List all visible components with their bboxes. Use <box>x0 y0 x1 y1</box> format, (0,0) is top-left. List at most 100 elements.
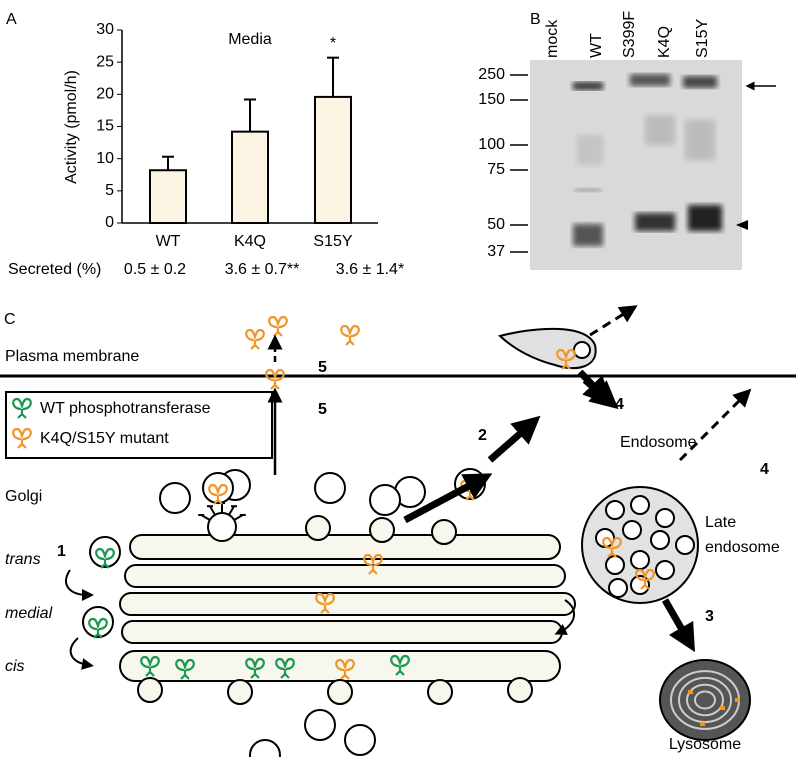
protein-stem <box>340 670 350 680</box>
secreted-value: 3.6 ± 1.4* <box>336 261 404 278</box>
protein-stem <box>250 669 260 679</box>
panel-label: A <box>6 11 17 28</box>
protein-arm <box>635 568 655 582</box>
legend-box <box>5 391 273 459</box>
bud <box>507 677 533 703</box>
y-tick-label: 25 <box>96 53 114 70</box>
marker-label: 50 <box>487 216 505 233</box>
marker-label: 150 <box>478 91 505 108</box>
protein-arm <box>208 483 228 497</box>
coat <box>209 505 216 516</box>
step-number: 1 <box>57 543 66 560</box>
protein <box>635 568 655 590</box>
row-label: Secreted (%) <box>8 261 101 278</box>
y-tick-label: 15 <box>96 118 114 135</box>
protein-arm <box>390 654 410 668</box>
intraluminal-vesicle <box>605 555 625 575</box>
bud <box>327 679 353 705</box>
vesicle <box>369 484 401 516</box>
protein <box>390 654 410 676</box>
protein-arm <box>556 348 576 362</box>
protein-arm <box>602 536 622 550</box>
y-tick-label: 10 <box>96 150 114 167</box>
bar <box>149 169 187 225</box>
protein-stem <box>368 565 378 575</box>
protein <box>12 397 32 419</box>
step-number: 3 <box>705 608 714 625</box>
arrow <box>65 569 94 601</box>
arrow <box>661 598 695 653</box>
legend-label: WT phosphotransferase <box>40 400 211 417</box>
intraluminal-vesicle <box>630 495 650 515</box>
protein <box>12 427 32 449</box>
protein <box>363 553 383 575</box>
protein-arm <box>265 368 285 382</box>
lane-label: K4Q <box>656 26 673 58</box>
arrow <box>487 415 541 463</box>
protein-stem <box>640 580 650 590</box>
intraluminal-vesicle <box>605 500 625 520</box>
bud <box>227 679 253 705</box>
protein-stem <box>250 340 260 350</box>
protein <box>175 658 195 680</box>
secreted-value: 0.5 ± 0.2 <box>124 261 186 278</box>
cisterna <box>124 564 566 588</box>
compartment-label: Endosome <box>620 434 697 451</box>
intraluminal-vesicle <box>655 508 675 528</box>
protein-stem <box>213 495 223 505</box>
arrow <box>69 637 94 670</box>
band <box>575 188 601 192</box>
y-axis-label: Activity (pmol/h) <box>63 70 80 184</box>
protein <box>265 368 285 390</box>
protein <box>140 655 160 677</box>
lane-label: S399F <box>621 11 638 58</box>
band <box>683 76 717 88</box>
intraluminal-vesicle <box>675 535 695 555</box>
marker-label: 100 <box>478 136 505 153</box>
arrow <box>403 473 493 524</box>
bud <box>137 677 163 703</box>
vesicle <box>202 472 234 504</box>
vesicle <box>573 341 591 359</box>
band <box>573 82 603 90</box>
protein-arm <box>340 324 360 338</box>
fragment <box>688 690 693 694</box>
x-tick-label: K4Q <box>234 233 266 250</box>
step-number: 4 <box>615 396 624 413</box>
protein-arm <box>363 553 383 567</box>
protein <box>245 657 265 679</box>
protein-stem <box>145 667 155 677</box>
chart-title: Media <box>228 31 272 48</box>
lane-label: WT <box>588 33 605 58</box>
marker-label: 75 <box>487 161 505 178</box>
lysosome-membrane <box>686 683 724 717</box>
protein <box>556 348 576 370</box>
blot <box>530 60 742 270</box>
protein-stem <box>270 380 280 390</box>
vesicle <box>249 739 281 762</box>
y-tick-label: 0 <box>105 214 114 231</box>
protein <box>95 547 115 569</box>
band <box>645 115 675 145</box>
compartment-label: Late <box>705 514 736 531</box>
protein <box>275 657 295 679</box>
protein-arm <box>12 397 32 411</box>
secreted-value: 3.6 ± 0.7** <box>225 261 300 278</box>
protein-stem <box>273 327 283 337</box>
cisterna <box>121 620 563 644</box>
panel-label: C <box>4 311 16 328</box>
lysosome <box>659 659 751 741</box>
cisterna <box>119 592 576 616</box>
vesicle <box>344 724 376 756</box>
marker-label: 250 <box>478 66 505 83</box>
protein-stem <box>17 409 27 419</box>
protein-arm <box>335 658 355 672</box>
protein-stem <box>280 669 290 679</box>
fragment <box>735 698 740 702</box>
y-tick-label: 5 <box>105 182 114 199</box>
band <box>630 74 670 86</box>
protein-arm <box>12 427 32 441</box>
step-number: 2 <box>478 427 487 444</box>
bud <box>431 519 457 545</box>
